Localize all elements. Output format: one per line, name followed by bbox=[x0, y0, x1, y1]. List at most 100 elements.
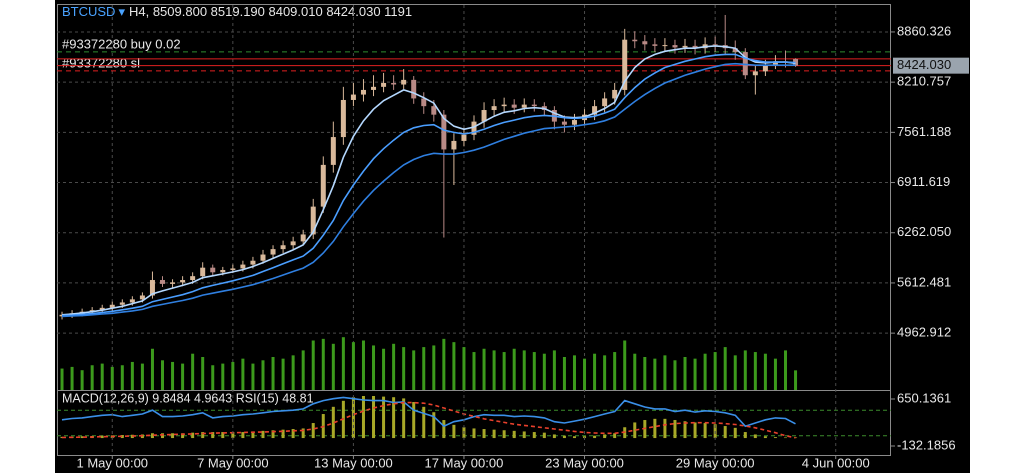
candle-body bbox=[431, 106, 437, 115]
volume-bar bbox=[110, 366, 114, 390]
volume-bar bbox=[60, 368, 64, 390]
y2-tick-label: 650.1361 bbox=[897, 390, 951, 405]
macd-bar bbox=[311, 423, 315, 439]
macd-bar bbox=[331, 406, 335, 439]
macd-bar bbox=[351, 397, 355, 439]
candle-body bbox=[109, 304, 115, 308]
candle-body bbox=[521, 104, 527, 108]
candle-body bbox=[391, 82, 397, 85]
candle-body bbox=[592, 106, 598, 115]
symbol-dropdown[interactable]: ▾ bbox=[118, 4, 125, 19]
macd-bar bbox=[80, 436, 84, 439]
volume-bar bbox=[251, 363, 255, 390]
volume-bar bbox=[241, 358, 245, 390]
candle-body bbox=[411, 79, 417, 99]
volume-bar bbox=[562, 357, 566, 390]
candle-body bbox=[481, 110, 487, 122]
volume-bar bbox=[462, 347, 466, 390]
signal-line bbox=[61, 401, 796, 439]
candle-body bbox=[692, 45, 698, 49]
candle-body bbox=[451, 140, 457, 150]
volume-bar bbox=[432, 345, 436, 390]
candle-body bbox=[300, 234, 306, 242]
candle-body bbox=[240, 264, 246, 269]
candle-body bbox=[632, 39, 638, 42]
candle-body bbox=[280, 245, 286, 250]
macd-bar bbox=[482, 429, 486, 439]
macd-bar bbox=[763, 436, 767, 439]
candle-body bbox=[220, 269, 226, 273]
macd-bar bbox=[753, 434, 757, 439]
volume-bar bbox=[70, 366, 74, 390]
macd-bar bbox=[382, 396, 386, 439]
macd-bar bbox=[231, 432, 235, 439]
macd-bar bbox=[191, 432, 195, 439]
candle-body bbox=[381, 82, 387, 87]
macd-bar bbox=[251, 431, 255, 439]
symbol[interactable]: BTCUSD bbox=[62, 4, 115, 19]
macd-bar bbox=[291, 429, 295, 439]
macd-bar bbox=[522, 431, 526, 439]
macd-bar bbox=[492, 429, 496, 439]
macd-bar bbox=[733, 427, 737, 439]
macd-bar bbox=[211, 432, 215, 439]
volume-bar bbox=[171, 361, 175, 390]
volume-bar bbox=[231, 361, 235, 390]
candle-body bbox=[270, 249, 276, 255]
candle-body bbox=[732, 48, 738, 53]
candle-body bbox=[310, 206, 316, 235]
macd-bar bbox=[794, 437, 798, 439]
order-label: #93372280 sl bbox=[62, 55, 140, 70]
candle-body bbox=[762, 65, 768, 72]
candle-body bbox=[260, 254, 266, 261]
candle-body bbox=[491, 106, 497, 111]
macd-bar bbox=[723, 426, 727, 439]
macd-bar bbox=[402, 398, 406, 439]
macd-bar bbox=[773, 437, 777, 439]
volume-bar bbox=[221, 363, 225, 390]
candle-body bbox=[441, 114, 447, 150]
x-tick-label: 29 May 00:00 bbox=[676, 455, 755, 470]
chart-header: BTCUSD ▾ H4, 8509.800 8519.190 8409.010 84… bbox=[62, 4, 412, 19]
volume-bar bbox=[341, 337, 345, 390]
volume-bar bbox=[281, 358, 285, 390]
volume-bar bbox=[613, 352, 617, 390]
macd-bar bbox=[653, 418, 657, 439]
volume-bar bbox=[542, 353, 546, 390]
candle-body bbox=[330, 137, 336, 165]
candle-body bbox=[672, 45, 678, 48]
macd-bar bbox=[593, 435, 597, 439]
volume-bar bbox=[492, 350, 496, 390]
volume-bar bbox=[502, 352, 506, 390]
candle-body bbox=[230, 268, 236, 270]
volume-bar bbox=[191, 353, 195, 390]
volume-bar bbox=[633, 353, 637, 390]
volume-bar bbox=[382, 348, 386, 390]
volume-bar bbox=[392, 343, 396, 390]
candle-body bbox=[170, 282, 176, 284]
bid-label-box bbox=[893, 57, 969, 74]
volume-bar bbox=[442, 338, 446, 390]
candle-body bbox=[401, 79, 407, 85]
macd-bar bbox=[201, 432, 205, 439]
volume-bar bbox=[773, 358, 777, 390]
macd-bar bbox=[171, 433, 175, 439]
volume-bar bbox=[100, 363, 104, 390]
macd-bar bbox=[452, 424, 456, 439]
x-tick-label: 1 May 00:00 bbox=[76, 455, 148, 470]
volume-bar bbox=[713, 352, 717, 390]
x-tick-label: 13 May 00:00 bbox=[314, 455, 393, 470]
candle-body bbox=[682, 45, 688, 48]
volume-bar bbox=[351, 342, 355, 390]
candle-body bbox=[371, 86, 377, 90]
volume-bar bbox=[753, 352, 757, 390]
candle-body bbox=[662, 45, 668, 47]
macd-bar bbox=[693, 422, 697, 439]
candle-body bbox=[471, 121, 477, 135]
volume-bar bbox=[150, 348, 154, 390]
candle-body bbox=[511, 104, 517, 108]
volume-bar bbox=[593, 353, 597, 390]
volume-bar bbox=[673, 360, 677, 390]
order-label: #93372280 buy 0.02 bbox=[62, 36, 181, 51]
candle-body bbox=[340, 99, 346, 138]
